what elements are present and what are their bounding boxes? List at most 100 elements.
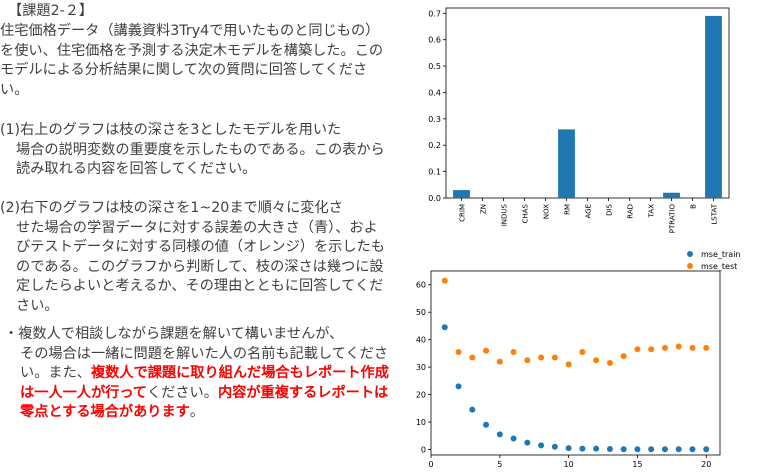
bar-lstat	[705, 15, 722, 198]
point-mse_train	[661, 446, 668, 453]
legend-label-mse_test: mse_test	[701, 262, 737, 271]
point-mse_test	[703, 344, 710, 351]
bar-y-tick-label: 0.0	[428, 194, 441, 203]
point-mse_test	[524, 357, 531, 364]
bar-chart-frame	[445, 7, 730, 199]
bar-x-tick-label: INDUS	[501, 203, 509, 226]
point-mse_train	[538, 442, 545, 449]
bar-x-tick-label: TAX	[648, 204, 656, 219]
point-mse_test	[510, 349, 517, 356]
question-1-first-line: (1)右上のグラフは枝の深さを3としたモデルを用いた	[0, 122, 342, 138]
point-mse_test	[483, 347, 490, 354]
scatter-y-tick-label: 40	[416, 336, 426, 345]
question-1-body: 場合の説明変数の重要度を示したものである。この表から読み取れる内容を回答してくだ…	[16, 141, 385, 178]
point-mse_test	[689, 344, 696, 351]
bar-x-tick-label: CHAS	[522, 203, 530, 223]
bar-y-tick-label: 0.3	[428, 115, 441, 124]
point-mse_train	[620, 446, 627, 453]
scatter-x-tick-label: 0	[428, 460, 433, 469]
point-mse_train	[579, 445, 586, 452]
bar-x-tick-label: RM	[564, 204, 572, 215]
point-mse_train	[648, 446, 655, 453]
bar-x-tick-label: CRIM	[459, 204, 467, 222]
point-mse_train	[703, 446, 710, 453]
scatter-x-tick-label: 5	[497, 460, 502, 469]
bar-rm	[558, 129, 575, 198]
bar-x-tick-label: DIS	[606, 203, 614, 215]
notes-warning-a: 複数人で課題に取り組んだ場合もレポート作成は一人一人が行って	[20, 365, 389, 401]
point-mse_test	[620, 353, 627, 360]
point-mse_test	[593, 357, 600, 364]
notes-first-line: ・複数人で相談しながら課題を解いて構いませんが、	[4, 326, 344, 342]
point-mse_test	[675, 343, 682, 350]
assignment-heading: 【課題2-２】	[8, 3, 94, 19]
point-mse_train	[551, 443, 558, 450]
bar-crim	[453, 190, 470, 198]
scatter-x-tick-label: 20	[701, 460, 711, 469]
point-mse_train	[606, 445, 613, 452]
legend-label-mse_train: mse_train	[701, 250, 741, 259]
point-mse_test	[455, 349, 462, 356]
question-2: (2)右下のグラフは枝の深さを1~20まで順々に変化させた場合の学習データに対す…	[0, 199, 390, 316]
point-mse_test	[551, 354, 558, 361]
scatter-y-tick-label: 30	[416, 363, 426, 372]
point-mse_test	[441, 277, 448, 284]
bar-x-tick-label: AGE	[585, 204, 593, 219]
point-mse_train	[524, 439, 531, 446]
bar-x-tick-label: NOX	[543, 204, 551, 219]
point-mse_test	[606, 360, 613, 366]
point-mse_test	[634, 346, 641, 353]
legend-marker-mse_test	[687, 263, 693, 269]
scatter-y-tick-label: 20	[416, 391, 426, 400]
point-mse_train	[483, 421, 490, 428]
bar-y-tick-label: 0.5	[428, 62, 441, 71]
bar-y-tick-label: 0.4	[428, 88, 441, 97]
notes-warning-b: 内容が重複するレポートは零点とする場合があります	[20, 384, 389, 421]
point-mse_train	[469, 406, 476, 413]
point-mse_test	[648, 346, 655, 353]
question-1: (1)右上のグラフは枝の深さを3としたモデルを用いた場合の説明変数の重要度を示し…	[0, 121, 390, 180]
notes-text-a: その場合は一緒に問題を解いた人の名前も記載してください。また、	[20, 345, 389, 382]
scatter-x-tick-label: 15	[632, 460, 642, 469]
legend-marker-mse_train	[687, 251, 693, 257]
collaboration-notes: ・複数人で相談しながら課題を解いて構いませんが、その場合は一緒に問題を解いた人の…	[4, 325, 389, 423]
mse-scatter-chart	[428, 251, 721, 458]
point-mse_test	[579, 349, 586, 356]
point-mse_test	[565, 361, 572, 368]
scatter-chart-frame	[430, 270, 721, 456]
point-mse_train	[593, 445, 600, 452]
scatter-y-tick-label: 60	[416, 281, 426, 290]
point-mse_train	[510, 435, 517, 442]
point-mse_test	[661, 344, 668, 351]
point-mse_test	[469, 354, 476, 361]
bar-ptratio	[663, 192, 680, 198]
question-2-first-line: (2)右下のグラフは枝の深さを1~20まで順々に変化さ	[0, 200, 343, 216]
point-mse_train	[689, 446, 696, 453]
bar-y-tick-label: 0.6	[428, 36, 441, 45]
bar-x-tick-label: RAD	[627, 204, 635, 219]
notes-text-c: 。	[189, 404, 205, 420]
bar-y-tick-label: 0.1	[428, 168, 441, 177]
assignment-intro: 住宅価格データ（講義資料3Try4で用いたものと同じもの）を使い、住宅価格を予測…	[0, 23, 384, 98]
point-mse_train	[455, 383, 462, 390]
point-mse_train	[496, 431, 503, 438]
feature-importance-chart	[443, 7, 730, 201]
point-mse_test	[538, 354, 545, 361]
scatter-x-tick-label: 10	[564, 460, 574, 469]
bar-y-tick-label: 0.7	[428, 9, 441, 18]
point-mse_train	[634, 446, 641, 453]
point-mse_train	[565, 445, 572, 452]
bar-x-tick-label: ZN	[480, 204, 488, 214]
point-mse_test	[496, 358, 503, 365]
scatter-y-tick-label: 0	[421, 446, 426, 455]
bar-y-tick-label: 0.2	[428, 141, 441, 150]
scatter-y-tick-label: 10	[416, 418, 426, 427]
bar-x-tick-label: PTRATIO	[669, 204, 677, 234]
bar-x-tick-label: B	[690, 204, 698, 209]
point-mse_train	[675, 446, 682, 453]
point-mse_train	[441, 324, 448, 331]
notes-body: その場合は一緒に問題を解いた人の名前も記載してください。また、複数人で課題に取り…	[4, 345, 389, 423]
question-2-body: せた場合の学習データに対する誤差の大きさ（青）、およびテストデータに対する同様の…	[16, 219, 385, 314]
notes-text-b: ください。	[146, 384, 218, 401]
